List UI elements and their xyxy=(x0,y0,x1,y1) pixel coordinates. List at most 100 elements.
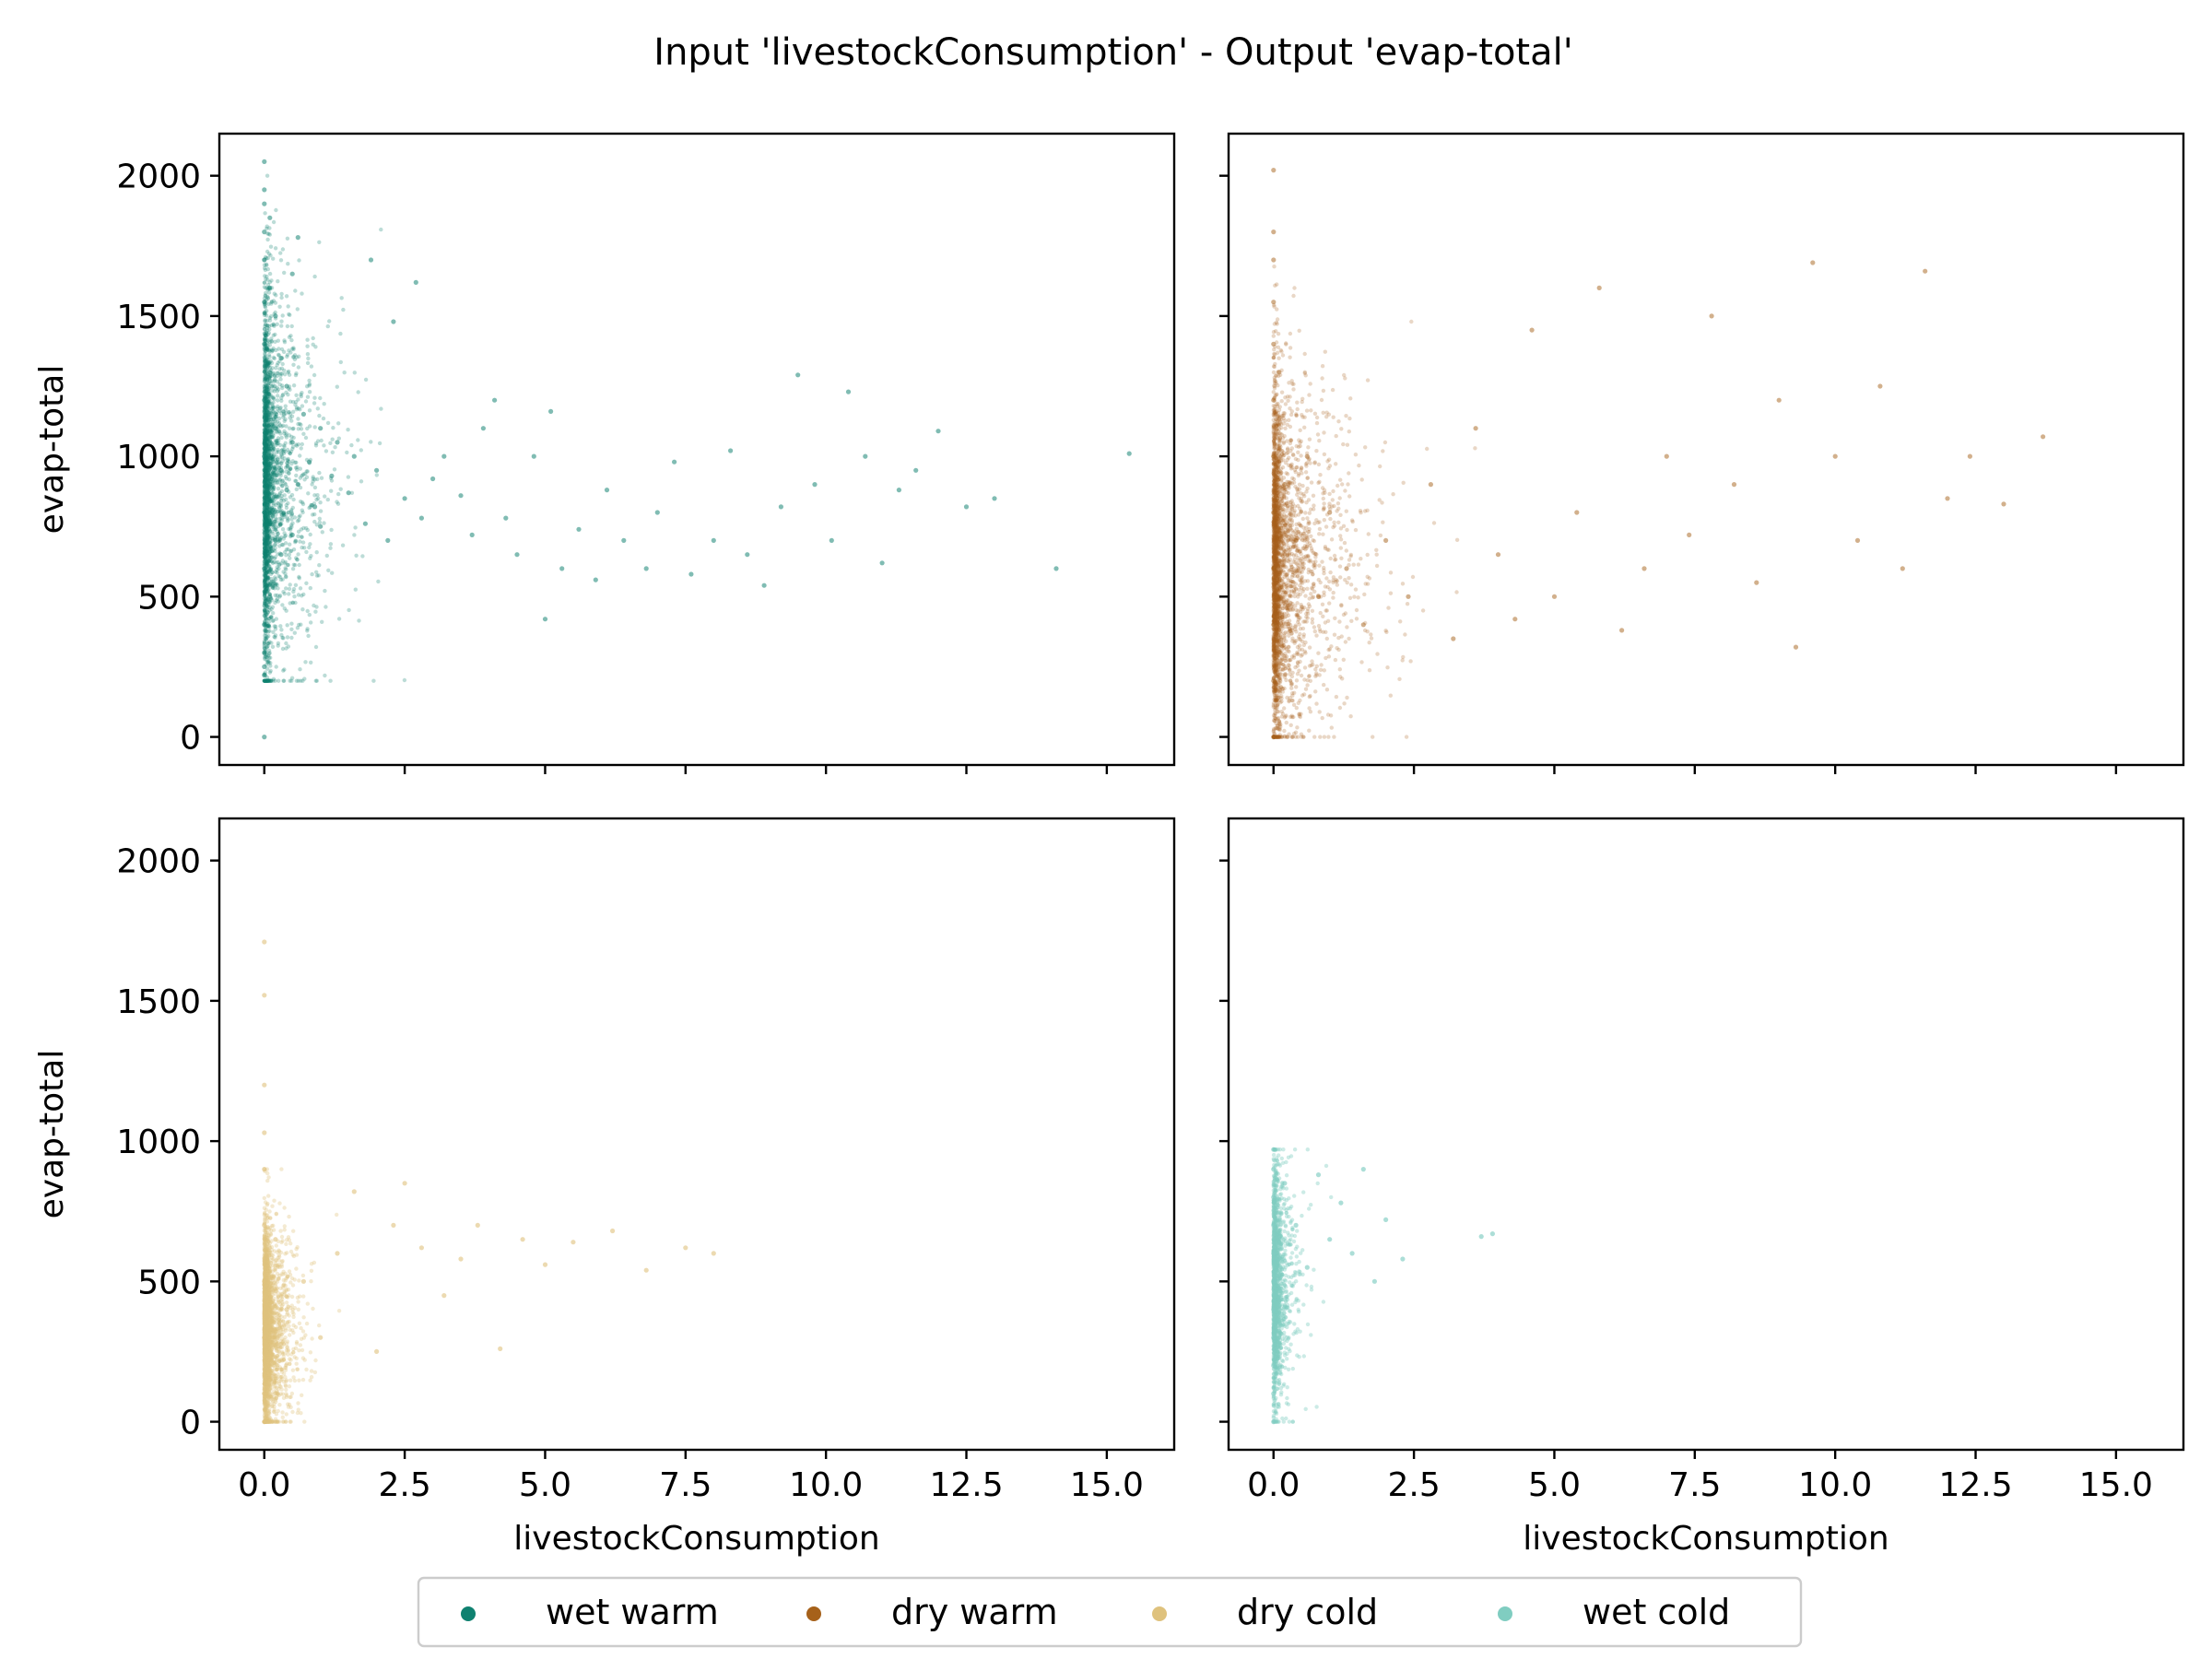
scatter-point xyxy=(262,257,267,263)
scatter-point xyxy=(300,678,305,683)
scatter-point xyxy=(266,623,271,629)
scatter-point xyxy=(268,547,273,551)
scatter-point xyxy=(265,376,270,381)
scatter-point xyxy=(265,359,269,363)
scatter-point xyxy=(269,453,274,458)
scatter-point xyxy=(288,549,293,554)
scatter-point xyxy=(265,575,269,580)
scatter-point xyxy=(262,673,267,678)
scatter-point xyxy=(265,477,269,482)
scatter-point xyxy=(265,447,270,452)
scatter-point xyxy=(265,488,270,492)
scatter-point xyxy=(277,423,283,428)
scatter-point xyxy=(264,467,269,473)
scatter-point xyxy=(276,487,281,491)
scatter-point xyxy=(1314,518,1319,523)
scatter-point xyxy=(264,547,268,553)
scatter-point xyxy=(275,412,279,417)
scatter-point xyxy=(268,661,273,665)
scatter-point xyxy=(265,477,269,482)
scatter-point xyxy=(265,534,270,539)
scatter-point xyxy=(287,552,291,557)
scatter-point xyxy=(265,382,271,386)
scatter-point xyxy=(271,299,276,303)
scatter-point xyxy=(270,579,275,583)
scatter-point xyxy=(288,495,293,500)
scatter-point xyxy=(322,443,326,448)
scatter-point xyxy=(265,495,269,500)
scatter-point xyxy=(263,354,268,359)
scatter-point xyxy=(280,313,285,318)
scatter-point xyxy=(264,583,269,589)
scatter-point xyxy=(262,538,267,544)
scatter-point xyxy=(306,633,311,639)
scatter-point xyxy=(275,582,279,587)
scatter-point xyxy=(273,246,278,251)
scatter-point xyxy=(269,300,274,304)
scatter-point xyxy=(1305,586,1310,591)
scatter-point xyxy=(283,482,288,487)
scatter-point xyxy=(263,411,267,416)
scatter-point xyxy=(266,375,272,380)
scatter-point xyxy=(1277,438,1281,443)
scatter-point xyxy=(265,549,269,554)
scatter-point xyxy=(263,363,267,368)
scatter-point xyxy=(264,547,269,551)
scatter-point xyxy=(265,414,271,419)
scatter-point xyxy=(266,678,271,683)
scatter-point xyxy=(307,382,312,386)
scatter-point xyxy=(263,305,268,310)
scatter-point xyxy=(271,395,276,401)
scatter-point xyxy=(268,446,273,452)
scatter-point xyxy=(264,495,269,500)
scatter-point xyxy=(272,377,277,382)
scatter-point xyxy=(1408,659,1413,664)
scatter-point xyxy=(271,470,276,475)
scatter-point xyxy=(267,605,272,610)
scatter-point xyxy=(262,379,267,384)
scatter-point xyxy=(307,505,312,511)
scatter-point xyxy=(263,428,267,432)
scatter-point xyxy=(266,347,272,352)
scatter-point xyxy=(262,440,267,444)
scatter-point xyxy=(266,509,271,514)
scatter-point xyxy=(317,563,322,568)
scatter-point xyxy=(360,554,365,559)
scatter-point xyxy=(266,381,271,385)
scatter-point xyxy=(270,466,275,471)
scatter-point xyxy=(317,516,322,521)
scatter-point xyxy=(318,524,324,529)
scatter-point xyxy=(286,304,290,309)
scatter-point xyxy=(265,476,270,480)
scatter-point xyxy=(270,477,275,481)
scatter-point xyxy=(263,557,268,561)
scatter-point xyxy=(305,394,311,399)
scatter-point xyxy=(263,356,267,360)
scatter-point xyxy=(270,487,275,491)
scatter-point xyxy=(275,510,280,514)
scatter-point xyxy=(268,668,273,674)
scatter-point xyxy=(289,509,294,513)
scatter-point xyxy=(267,499,272,503)
scatter-point xyxy=(269,338,274,344)
scatter-point xyxy=(262,655,267,660)
scatter-point xyxy=(262,643,266,649)
scatter-point xyxy=(266,623,271,628)
scatter-point xyxy=(292,353,298,358)
scatter-point xyxy=(268,549,273,554)
scatter-point xyxy=(267,533,272,537)
scatter-point xyxy=(265,277,270,282)
scatter-point xyxy=(272,405,276,409)
scatter-point xyxy=(265,347,270,351)
scatter-point xyxy=(267,564,272,569)
scatter-point xyxy=(265,623,271,629)
scatter-point xyxy=(279,516,284,521)
scatter-point xyxy=(1338,546,1344,550)
scatter-point xyxy=(1324,415,1329,419)
scatter-point xyxy=(265,570,270,574)
scatter-point xyxy=(1307,511,1312,515)
scatter-point xyxy=(265,471,271,476)
scatter-point xyxy=(1337,705,1343,711)
scatter-point xyxy=(263,588,267,593)
scatter-point xyxy=(262,579,267,583)
